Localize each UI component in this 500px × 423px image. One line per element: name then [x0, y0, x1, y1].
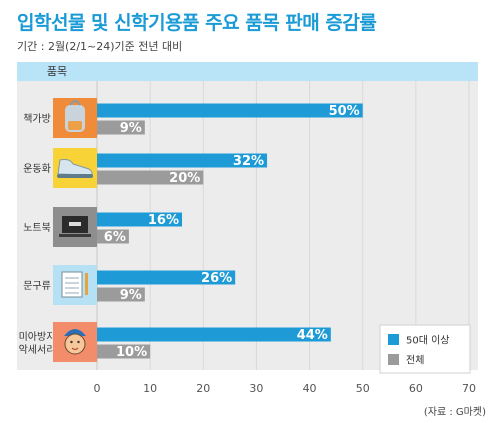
x-tick-label: 0 — [94, 382, 101, 395]
pencil — [85, 273, 88, 295]
category-row: 운동화 32% 20% — [23, 148, 268, 188]
backpack-pocket — [68, 121, 82, 130]
child-mouth — [71, 347, 79, 350]
chart-title: 입학선물 및 신학기용품 주요 품목 판매 증감률 — [17, 12, 377, 34]
bar-50s — [97, 327, 331, 342]
laptop-window — [69, 222, 81, 226]
category-label: 운동화 — [23, 163, 51, 175]
chart-subtitle: 기간 : 2월(2/1~24)기준 전년 대비 — [17, 40, 183, 53]
sneaker-sole — [57, 174, 93, 178]
bar-50s — [97, 103, 363, 118]
x-tick-label: 60 — [409, 382, 423, 395]
bar-all — [97, 229, 129, 244]
bar-value-label: 9% — [120, 288, 142, 303]
legend-swatch — [388, 334, 399, 345]
header-bar: 품목 — [17, 62, 478, 81]
backpack-handle — [69, 100, 81, 106]
laptop-base — [59, 234, 91, 237]
category-row: 노트북 16% 6% — [23, 207, 183, 247]
child-cap — [64, 329, 86, 336]
bar-value-label: 10% — [116, 345, 147, 360]
bar-value-label: 50% — [329, 104, 360, 119]
sneaker-icon — [53, 148, 97, 188]
sneaker-upper — [57, 159, 93, 176]
legend-swatch — [388, 354, 399, 365]
category-label: 미아방지 — [19, 331, 56, 343]
bar-50s — [97, 212, 183, 227]
category-label: 문구류 — [23, 280, 51, 292]
bar-value-label: 26% — [201, 271, 232, 286]
notebook-icon — [53, 265, 97, 305]
category-row: 문구류 26% 9% — [23, 265, 236, 305]
legend-label: 전체 — [406, 355, 424, 367]
category-label: 노트북 — [23, 222, 51, 234]
x-tick-label: 20 — [196, 382, 210, 395]
bar-50s — [97, 153, 268, 168]
bar-value-label: 6% — [104, 230, 126, 245]
child-eye — [70, 340, 73, 344]
x-tick-label: 30 — [249, 382, 263, 395]
backpack-icon — [53, 98, 97, 138]
x-tick-label: 10 — [143, 382, 157, 395]
category-label: 악세서리 — [19, 344, 56, 356]
bar-value-label: 9% — [120, 121, 142, 136]
laptop-icon — [53, 207, 97, 247]
legend-label: 50대 이상 — [406, 335, 450, 347]
legend-box — [379, 324, 471, 374]
category-row: 책가방 50% 9% — [23, 98, 363, 138]
x-tick-label: 50 — [356, 382, 370, 395]
bar-all — [97, 287, 145, 302]
child-icon — [53, 322, 97, 362]
bar-50s — [97, 270, 236, 285]
bar-value-label: 44% — [297, 328, 328, 343]
bar-all — [97, 344, 151, 359]
bar-all — [97, 170, 204, 185]
bar-value-label: 32% — [233, 154, 264, 169]
x-tick-label: 70 — [462, 382, 476, 395]
bar-value-label: 16% — [148, 213, 179, 228]
x-tick-label: 40 — [303, 382, 317, 395]
child-face — [64, 333, 86, 355]
item-column-header: 품목 — [46, 65, 68, 78]
bar-all — [97, 120, 145, 135]
source-note: (자료 : G마켓) — [423, 407, 486, 418]
category-label: 책가방 — [23, 113, 51, 125]
child-eye — [77, 340, 80, 344]
bar-value-label: 20% — [169, 171, 200, 186]
